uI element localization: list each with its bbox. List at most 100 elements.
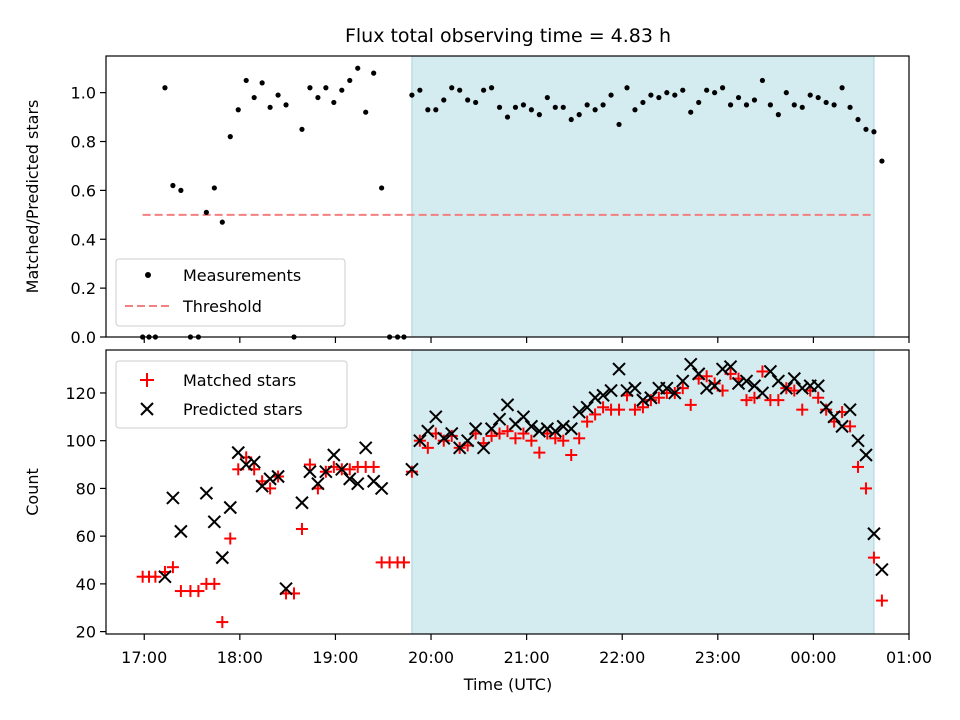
measurement-point: [441, 97, 447, 103]
x-tick-label: 17:00: [121, 648, 167, 667]
count-panel: 20 40 60 80 100 120 17:00 18:00 19:00 20:00 21:00…: [23, 349, 932, 694]
predicted-star-point: [351, 476, 365, 491]
chart-title: Flux total observing time = 4.83 h: [345, 25, 671, 47]
y-tick-label: 80: [76, 479, 96, 498]
measurement-point: [251, 94, 257, 101]
matched-star-point: [644, 394, 657, 407]
matched-star-point: [397, 556, 410, 569]
x-tick-label: 22:00: [599, 648, 645, 667]
measurement-point: [496, 104, 503, 110]
predicted-star-point: [763, 364, 778, 379]
predicted-star-point: [564, 422, 578, 436]
time-x-axis: 17:00 18:00 19:00 20:00 21:00 22:00 23:00 00:00…: [121, 634, 932, 667]
predicted-star-point: [795, 381, 809, 395]
measurement-point: [775, 112, 781, 118]
predicted-star-point: [524, 419, 539, 434]
measurement-point: [576, 112, 582, 118]
measurement-point: [815, 94, 821, 101]
y-tick-label: 120: [65, 384, 96, 403]
x-tick-label: 01:00: [886, 648, 932, 667]
predicted-star-point: [859, 448, 873, 462]
measurement-point: [536, 112, 542, 118]
predicted-star-point: [223, 500, 237, 515]
measurement-point: [831, 102, 837, 108]
predicted-star-point: [684, 357, 698, 372]
predicted-star-point: [596, 388, 610, 403]
y-tick-label: 100: [65, 432, 96, 451]
measurement-point: [371, 70, 377, 76]
predicted-star-point: [343, 472, 357, 486]
predicted-star-point: [851, 433, 865, 448]
predicted-star-point: [867, 527, 881, 541]
predicted-star-point: [319, 465, 333, 479]
legend-measurements-marker: [145, 272, 151, 278]
matched-star-point: [549, 432, 562, 445]
x-axis-label: Time (UTC): [463, 675, 552, 694]
measurement-point: [600, 102, 606, 108]
y-tick-label: 60: [76, 527, 96, 546]
observing-window-span-bottom: [411, 349, 875, 635]
predicted-star-point: [612, 362, 626, 376]
measurement-point: [178, 187, 184, 193]
predicted-star-point: [516, 410, 531, 424]
predicted-star-point: [174, 524, 188, 539]
predicted-star-point: [271, 469, 285, 484]
predicted-star-point: [405, 462, 419, 477]
measurement-point: [664, 90, 670, 96]
y-tick-label: 0.4: [71, 230, 96, 249]
matched-star-point: [437, 434, 450, 447]
measurement-point: [632, 107, 638, 113]
predicted-star-point: [158, 570, 172, 584]
matched-star-point: [573, 432, 586, 445]
predicted-star-point: [492, 412, 507, 426]
predicted-star-point: [445, 426, 459, 441]
measurement-point: [544, 94, 550, 101]
measurement-point: [355, 65, 361, 71]
y-tick-label: 20: [76, 623, 96, 642]
measurement-point: [656, 94, 662, 101]
measurement-point: [259, 80, 265, 86]
count-axes-frame: [105, 349, 910, 635]
predicted-star-point: [691, 367, 706, 381]
predicted-star-point: [827, 410, 841, 424]
measurement-point: [672, 92, 678, 98]
predicted-star-point: [358, 441, 373, 455]
measurement-point: [162, 85, 168, 91]
matched-star-point: [740, 394, 753, 407]
x-tick-label: 18:00: [217, 648, 263, 667]
measurement-point: [584, 102, 590, 108]
matched-star-point: [485, 429, 498, 442]
measurement-point: [759, 77, 766, 84]
matched-star-point: [628, 403, 641, 416]
legend-predicted-label: Predicted stars: [183, 400, 303, 419]
measurement-point: [275, 92, 281, 98]
predicted-star-point: [231, 445, 245, 460]
measurement-point: [855, 116, 861, 123]
matched-star-point: [581, 415, 594, 428]
matched-star-point: [812, 391, 825, 404]
matched-star-point: [421, 441, 434, 454]
matched-star-point: [756, 365, 769, 378]
matched-star-point: [303, 458, 316, 471]
measurement-point: [640, 99, 646, 106]
measurement-point: [283, 102, 289, 108]
legend-matched-marker: [140, 373, 154, 387]
measurement-point: [243, 77, 249, 84]
matched-star-point: [636, 401, 649, 414]
predicted-star-point: [484, 422, 499, 436]
measurement-point: [648, 92, 654, 98]
measurement-point: [743, 102, 750, 108]
predicted-star-point: [413, 433, 427, 448]
predicted-star-point: [247, 455, 261, 469]
measurement-point: [871, 129, 877, 135]
predicted-star-point: [739, 374, 754, 388]
measurement-point: [425, 107, 431, 113]
matched-star-point: [192, 585, 205, 598]
predicted-star-point: [819, 400, 833, 414]
predicted-star-point: [374, 481, 389, 496]
measurement-point: [417, 87, 423, 93]
measurement-point: [712, 90, 718, 96]
matched-star-point: [509, 432, 522, 445]
predicted-star-point: [239, 457, 253, 472]
